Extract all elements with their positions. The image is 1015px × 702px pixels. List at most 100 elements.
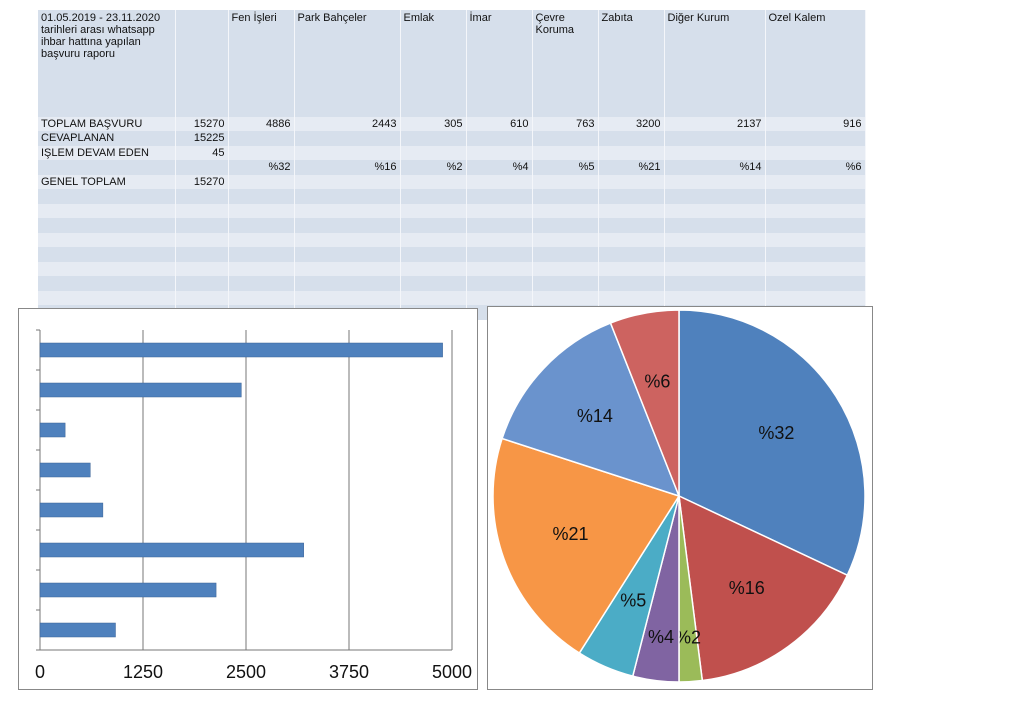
table-cell (228, 131, 295, 146)
table-cell (294, 261, 401, 276)
bar (39, 502, 104, 518)
table-cell: 3200 (598, 116, 665, 131)
slice-label: %5 (620, 591, 646, 611)
table-cell (532, 247, 599, 262)
table-row (38, 247, 866, 262)
table-cell: 2443 (294, 116, 401, 131)
table-cell (400, 174, 467, 189)
table-cell (38, 189, 176, 204)
table-cell (466, 102, 533, 117)
table-cell (228, 247, 295, 262)
table-cell: 15270 (175, 174, 229, 189)
table-cell (228, 276, 295, 291)
table-cell: 15225 (175, 131, 229, 146)
x-tick-label: 2500 (226, 662, 266, 682)
table-row: CEVAPLANAN 15225 (38, 131, 866, 146)
table-cell (400, 131, 467, 146)
table-cell (664, 290, 766, 305)
table-cell (532, 218, 599, 233)
table-cell (664, 145, 766, 160)
table-cell: 2137 (664, 116, 766, 131)
table-cell (228, 261, 295, 276)
table-row (38, 102, 866, 117)
table-cell (294, 174, 401, 189)
pie-slice (609, 309, 680, 497)
table-cell (765, 131, 866, 146)
table-cell (598, 203, 665, 218)
table-cell (664, 102, 766, 117)
table-cell: CEVAPLANAN (38, 131, 176, 146)
table-cell (598, 174, 665, 189)
table-cell (400, 276, 467, 291)
table-cell (400, 232, 467, 247)
table-cell (400, 203, 467, 218)
table-cell: Ozel Kalem (765, 10, 866, 102)
table-cell (228, 189, 295, 204)
bar (39, 462, 91, 478)
table-cell (532, 189, 599, 204)
slice-label: %4 (648, 627, 674, 647)
table-cell (765, 247, 866, 262)
table-cell: TOPLAM BAŞVURU (38, 116, 176, 131)
bar (39, 422, 66, 438)
table-cell: 763 (532, 116, 599, 131)
table-cell (175, 102, 229, 117)
table-cell: Çevre Koruma (532, 10, 599, 102)
table-cell (532, 131, 599, 146)
table-row (38, 203, 866, 218)
table-cell (598, 290, 665, 305)
table-row (38, 261, 866, 276)
table-cell (400, 247, 467, 262)
table-cell (38, 276, 176, 291)
table-cell (175, 10, 229, 102)
table-cell (228, 145, 295, 160)
table-cell: Zabıta (598, 10, 665, 102)
table-cell (38, 102, 176, 117)
table-cell (466, 218, 533, 233)
table-cell (598, 276, 665, 291)
table-cell (38, 218, 176, 233)
table-cell (765, 290, 866, 305)
table-cell (466, 232, 533, 247)
table-cell (294, 232, 401, 247)
slice-label: %16 (729, 578, 765, 598)
table-cell (228, 203, 295, 218)
pie-slice (501, 322, 681, 498)
table-cell (400, 189, 467, 204)
table-cell (598, 261, 665, 276)
slice-label: %2 (675, 628, 701, 648)
table-cell (598, 145, 665, 160)
table-cell (765, 174, 866, 189)
table-cell (294, 290, 401, 305)
x-tick-label: 1250 (123, 662, 163, 682)
table-cell (532, 232, 599, 247)
table-cell (765, 203, 866, 218)
table-cell (38, 290, 176, 305)
table-cell (765, 276, 866, 291)
table-cell (38, 160, 176, 175)
table-cell (598, 131, 665, 146)
table-cell (664, 218, 766, 233)
table-cell: 45 (175, 145, 229, 160)
table-cell (400, 102, 467, 117)
table-cell (466, 145, 533, 160)
bar (39, 622, 116, 638)
table-row (38, 290, 866, 305)
table-cell (532, 145, 599, 160)
table-cell (38, 261, 176, 276)
table-row: GENEL TOPLAM 15270 (38, 174, 866, 189)
table-cell: 610 (466, 116, 533, 131)
table-cell (228, 290, 295, 305)
table-cell (765, 145, 866, 160)
table-cell (175, 261, 229, 276)
table-cell (294, 203, 401, 218)
table-cell (765, 218, 866, 233)
table-cell (664, 189, 766, 204)
table-cell (294, 189, 401, 204)
bar (39, 582, 217, 598)
table-cell (228, 218, 295, 233)
table-cell (38, 203, 176, 218)
bar (39, 542, 304, 558)
table-row: IŞLEM DEVAM EDEN 45 (38, 145, 866, 160)
